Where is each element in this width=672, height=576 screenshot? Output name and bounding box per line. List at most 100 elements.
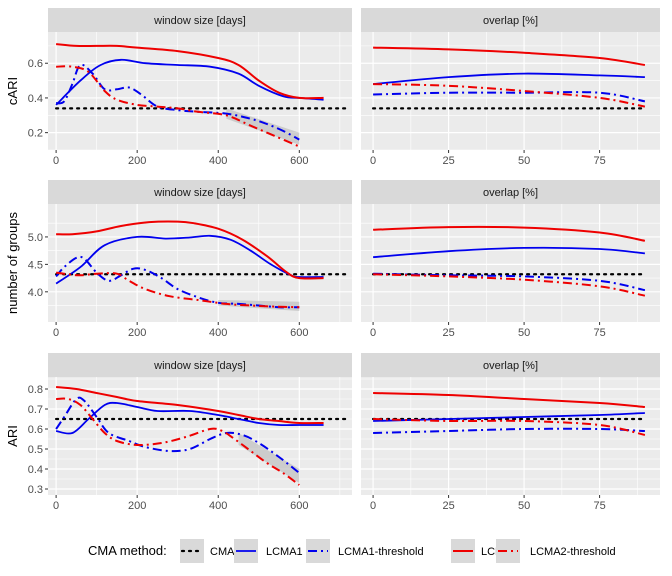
x-tick-label: 0 bbox=[53, 500, 59, 512]
facet-strip-label: overlap [%] bbox=[483, 187, 538, 199]
y-tick-label: 0.6 bbox=[28, 58, 43, 70]
facet-strip bbox=[361, 8, 660, 32]
legend-label: LCMA2-threshold bbox=[530, 546, 616, 558]
series-line-lcma2-threshold bbox=[56, 65, 300, 148]
y-tick-label: 0.7 bbox=[28, 404, 43, 416]
facet-strip bbox=[48, 180, 352, 204]
facet-strip bbox=[48, 353, 352, 377]
y-tick-label: 5.0 bbox=[28, 232, 43, 244]
x-tick-label: 0 bbox=[370, 327, 376, 339]
series-line-lcma1 bbox=[55, 401, 324, 435]
x-tick-label: 0 bbox=[53, 155, 59, 167]
y-tick-label: 0.8 bbox=[28, 384, 43, 396]
x-tick-label: 50 bbox=[518, 155, 530, 167]
facet-strip bbox=[48, 8, 352, 32]
series-line-lcma1-threshold bbox=[55, 396, 300, 474]
gridlines bbox=[48, 32, 352, 151]
series-line-lcma1 bbox=[373, 72, 645, 85]
facet-strip-label: window size [days] bbox=[153, 187, 246, 199]
x-tick-label: 25 bbox=[442, 155, 454, 167]
y-tick-label: 0.3 bbox=[28, 484, 43, 496]
chart-panels: window size [days] 0 200 400 600 0.2 0.4 0.6 cAR… bbox=[5, 8, 660, 512]
series-line-lcma1 bbox=[373, 246, 645, 259]
legend: CMA method: CMA9 LCMA1 LCMA1-threshold LCMA… bbox=[88, 539, 616, 563]
series-line-lcma2 bbox=[373, 225, 646, 242]
x-tick-label: 400 bbox=[209, 500, 227, 512]
x-tick-label: 200 bbox=[128, 155, 146, 167]
plot-background bbox=[361, 204, 660, 322]
x-tick-label: 25 bbox=[442, 500, 454, 512]
legend-item-lcma2-threshold: LCMA2-threshold bbox=[496, 539, 616, 563]
series-line-lcma2 bbox=[56, 43, 324, 100]
x-tick-label: 0 bbox=[370, 155, 376, 167]
series-line-lcma2 bbox=[56, 386, 324, 425]
series-line-lcma1 bbox=[373, 412, 645, 422]
series-line-lcma2 bbox=[373, 392, 645, 408]
series-line-lcma1-threshold bbox=[55, 63, 300, 141]
plot-background bbox=[48, 377, 352, 495]
y-axis-title: ARI bbox=[5, 425, 20, 447]
facet-strip-label: window size [days] bbox=[153, 360, 246, 372]
series-line-lcma2 bbox=[56, 220, 324, 280]
x-tick-label: 200 bbox=[128, 500, 146, 512]
gridlines bbox=[361, 377, 660, 495]
plot-background bbox=[48, 204, 352, 322]
series-line-lcma2-threshold bbox=[55, 271, 300, 309]
series-lines bbox=[55, 386, 350, 486]
series-lines bbox=[55, 43, 350, 148]
plot-background bbox=[48, 32, 352, 150]
facet-strip-label: overlap [%] bbox=[483, 360, 538, 372]
series-lines bbox=[55, 220, 350, 312]
facet-strip bbox=[361, 180, 660, 204]
gridlines bbox=[48, 204, 352, 322]
gridlines bbox=[361, 204, 660, 322]
series-line-lcma2 bbox=[373, 46, 646, 66]
series-line-lcma2-threshold bbox=[56, 397, 300, 486]
panel-0-1: overlap [%] 0 25 50 75 bbox=[361, 8, 660, 167]
x-tick-label: 0 bbox=[370, 500, 376, 512]
legend-label: CMA9 bbox=[210, 546, 241, 558]
confidence-ribbon bbox=[238, 433, 300, 483]
legend-item-cma9: CMA9 bbox=[180, 539, 241, 563]
x-tick-label: 600 bbox=[290, 155, 308, 167]
x-tick-label: 400 bbox=[209, 327, 227, 339]
y-tick-label: 0.2 bbox=[28, 128, 43, 140]
x-tick-label: 0 bbox=[53, 327, 59, 339]
x-tick-label: 400 bbox=[209, 155, 227, 167]
y-tick-label: 0.4 bbox=[28, 464, 43, 476]
y-tick-label: 4.0 bbox=[28, 287, 43, 299]
y-tick-label: 0.6 bbox=[28, 424, 43, 436]
gridlines bbox=[361, 32, 660, 151]
legend-item-lcma1: LCMA1 bbox=[234, 539, 303, 563]
y-axis-title: number of groups bbox=[5, 212, 20, 314]
x-tick-label: 75 bbox=[593, 327, 605, 339]
panel-2-0: window size [days] 0 200 400 600 0.3 0.4 0.5 0.6… bbox=[5, 353, 352, 512]
x-tick-label: 600 bbox=[290, 500, 308, 512]
panel-1-0: window size [days] 0 200 400 600 4.0 4.5 5.0 num… bbox=[5, 180, 352, 339]
legend-title: CMA method: bbox=[88, 543, 167, 558]
y-tick-label: 4.5 bbox=[28, 259, 43, 271]
x-tick-label: 50 bbox=[518, 500, 530, 512]
legend-label: LCMA1-threshold bbox=[338, 546, 424, 558]
panel-1-1: overlap [%] 0 25 50 75 bbox=[361, 180, 660, 339]
x-tick-label: 600 bbox=[290, 327, 308, 339]
panel-0-0: window size [days] 0 200 400 600 0.2 0.4 0.6 cAR… bbox=[5, 8, 352, 167]
y-axis-title: cARI bbox=[5, 77, 20, 105]
panel-2-1: overlap [%] 0 25 50 75 bbox=[361, 353, 660, 512]
x-tick-label: 200 bbox=[128, 327, 146, 339]
series-lines bbox=[371, 392, 646, 436]
facet-strip-label: window size [days] bbox=[153, 15, 246, 27]
legend-item-lcma1-threshold: LCMA1-threshold bbox=[306, 539, 424, 563]
facet-strip bbox=[361, 353, 660, 377]
facet-strip-label: overlap [%] bbox=[483, 15, 538, 27]
series-line-lcma1 bbox=[55, 58, 324, 106]
series-lines bbox=[371, 225, 646, 297]
y-tick-label: 0.5 bbox=[28, 444, 43, 456]
series-lines bbox=[371, 46, 646, 110]
x-tick-label: 25 bbox=[442, 327, 454, 339]
x-tick-label: 50 bbox=[518, 327, 530, 339]
x-tick-label: 75 bbox=[593, 500, 605, 512]
legend-items: CMA9LCMA1LCMA1-thresholdLCMA2LCMA2-thres… bbox=[180, 539, 616, 563]
x-tick-label: 75 bbox=[593, 155, 605, 167]
